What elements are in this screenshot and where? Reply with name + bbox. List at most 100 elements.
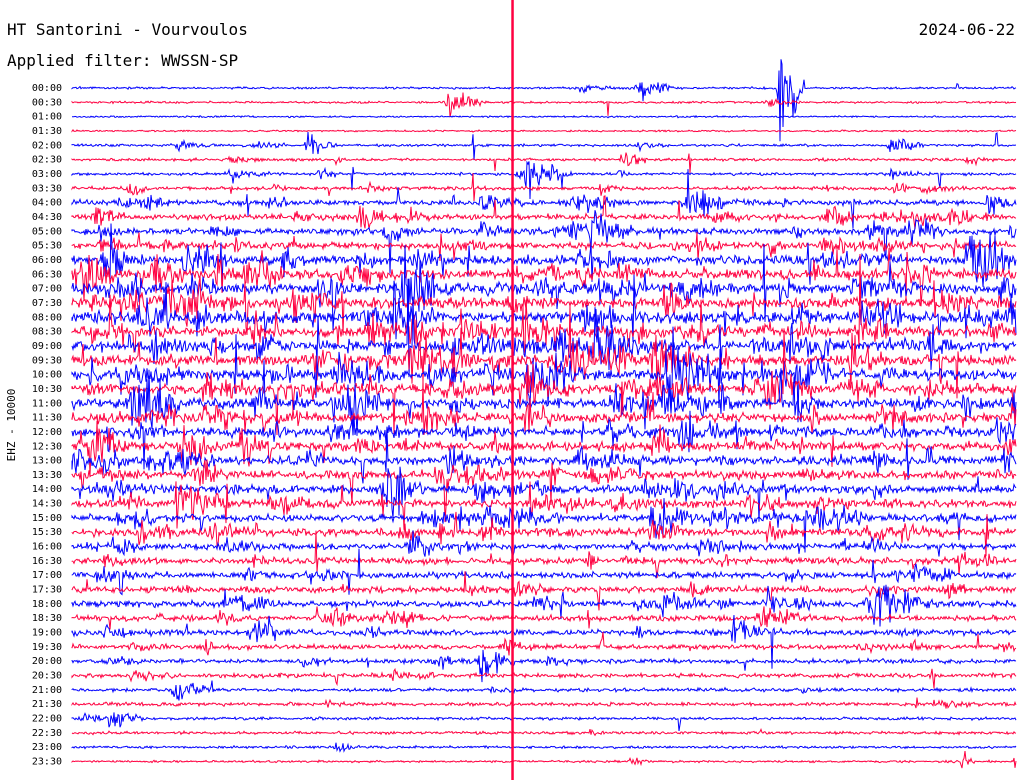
time-tick-label: 14:00 bbox=[32, 484, 62, 495]
time-tick-label: 13:30 bbox=[32, 470, 62, 481]
time-tick-label: 02:30 bbox=[32, 155, 62, 166]
time-tick-label: 23:30 bbox=[32, 757, 62, 768]
trace-line bbox=[71, 92, 1017, 118]
time-tick-label: 21:00 bbox=[32, 685, 62, 696]
date-label: 2024-06-22 bbox=[919, 20, 1015, 39]
time-tick-label: 17:30 bbox=[32, 585, 62, 596]
trace-line bbox=[71, 571, 1017, 611]
time-tick-label: 09:00 bbox=[32, 341, 62, 352]
trace-line bbox=[71, 606, 1017, 630]
time-tick-label: 15:00 bbox=[32, 513, 62, 524]
time-tick-label: 06:30 bbox=[32, 269, 62, 280]
trace-line bbox=[71, 360, 1017, 436]
trace-line bbox=[71, 195, 1017, 230]
time-tick-label: 08:30 bbox=[32, 327, 62, 338]
time-tick-label: 21:30 bbox=[32, 699, 62, 710]
time-tick-label: 18:00 bbox=[32, 599, 62, 610]
time-tick-label: 13:00 bbox=[32, 456, 62, 467]
time-tick-label: 15:30 bbox=[32, 527, 62, 538]
trace-line bbox=[71, 253, 1017, 356]
trace-line bbox=[71, 584, 1017, 627]
time-tick-label: 00:30 bbox=[32, 97, 62, 108]
time-tick-label: 16:30 bbox=[32, 556, 62, 567]
trace-line bbox=[71, 326, 1017, 423]
trace-line bbox=[71, 278, 1017, 378]
trace-line bbox=[71, 530, 1017, 557]
time-tick-label: 04:00 bbox=[32, 198, 62, 209]
time-tick-label: 20:00 bbox=[32, 656, 62, 667]
time-tick-label: 01:00 bbox=[32, 112, 62, 123]
trace-line bbox=[71, 481, 1017, 530]
trace-line bbox=[71, 751, 1017, 769]
trace-line bbox=[71, 615, 1017, 669]
trace-line bbox=[71, 243, 1017, 331]
time-tick-label: 03:30 bbox=[32, 183, 62, 194]
time-tick-label: 18:30 bbox=[32, 613, 62, 624]
trace-line bbox=[71, 466, 1017, 522]
time-tick-label: 14:30 bbox=[32, 499, 62, 510]
time-tick-label: 07:30 bbox=[32, 298, 62, 309]
time-tick-label: 17:00 bbox=[32, 570, 62, 581]
trace-line bbox=[71, 548, 1017, 596]
time-tick-label: 16:00 bbox=[32, 542, 62, 553]
trace-line bbox=[71, 152, 1017, 173]
time-tick-label: 22:00 bbox=[32, 714, 62, 725]
time-tick-label: 09:30 bbox=[32, 355, 62, 366]
trace-line bbox=[71, 728, 1017, 737]
time-tick-label: 04:30 bbox=[32, 212, 62, 223]
time-tick-label: 23:00 bbox=[32, 742, 62, 753]
trace-line bbox=[71, 274, 1017, 343]
trace-line bbox=[71, 649, 1017, 683]
time-tick-label: 19:30 bbox=[32, 642, 62, 653]
filter-label: Applied filter: WWSSN-SP bbox=[7, 51, 238, 70]
time-tick-label: 00:00 bbox=[32, 83, 62, 94]
trace-line bbox=[71, 129, 1017, 133]
station-title: HT Santorini - Vourvoulos bbox=[7, 20, 248, 39]
time-tick-label: 11:00 bbox=[32, 398, 62, 409]
trace-line bbox=[71, 410, 1017, 470]
trace-line bbox=[71, 160, 1017, 200]
trace-line bbox=[71, 328, 1017, 436]
y-axis-label: EHZ - 10000 bbox=[5, 389, 18, 462]
trace-line bbox=[71, 712, 1017, 731]
trace-line bbox=[71, 420, 1017, 476]
trace-line bbox=[71, 248, 1017, 307]
time-tick-label: 06:00 bbox=[32, 255, 62, 266]
time-tick-label: 12:00 bbox=[32, 427, 62, 438]
trace-line bbox=[71, 210, 1017, 274]
time-tick-label: 01:30 bbox=[32, 126, 62, 137]
trace-line bbox=[71, 530, 1017, 579]
time-tick-label: 12:30 bbox=[32, 441, 62, 452]
time-tick-label: 11:30 bbox=[32, 413, 62, 424]
trace-line bbox=[71, 223, 1017, 288]
trace-line bbox=[71, 275, 1017, 336]
trace-line bbox=[71, 304, 1017, 399]
trace-line bbox=[71, 631, 1017, 656]
trace-line bbox=[71, 680, 1017, 701]
time-tick-label: 05:30 bbox=[32, 241, 62, 252]
time-tick-label: 03:00 bbox=[32, 169, 62, 180]
trace-line bbox=[71, 498, 1017, 553]
trace-rows bbox=[71, 59, 1017, 769]
trace-line bbox=[71, 169, 1017, 229]
trace-line bbox=[71, 173, 1017, 202]
time-tick-label: 20:30 bbox=[32, 671, 62, 682]
trace-line bbox=[71, 59, 1017, 142]
time-tick-label: 22:30 bbox=[32, 728, 62, 739]
time-tick-label: 02:00 bbox=[32, 140, 62, 151]
trace-line bbox=[71, 428, 1017, 484]
trace-line bbox=[71, 697, 1017, 709]
trace-line bbox=[71, 459, 1017, 523]
time-tick-label: 19:00 bbox=[32, 628, 62, 639]
trace-line bbox=[71, 380, 1017, 435]
trace-line bbox=[71, 511, 1017, 557]
trace-line bbox=[71, 742, 1017, 753]
trace-line bbox=[71, 667, 1017, 689]
trace-line bbox=[71, 232, 1017, 262]
time-tick-label: 05:00 bbox=[32, 226, 62, 237]
time-tick-label: 10:30 bbox=[32, 384, 62, 395]
trace-line bbox=[72, 114, 1017, 119]
time-tick-label: 08:00 bbox=[32, 312, 62, 323]
time-tick-label: 07:00 bbox=[32, 284, 62, 295]
